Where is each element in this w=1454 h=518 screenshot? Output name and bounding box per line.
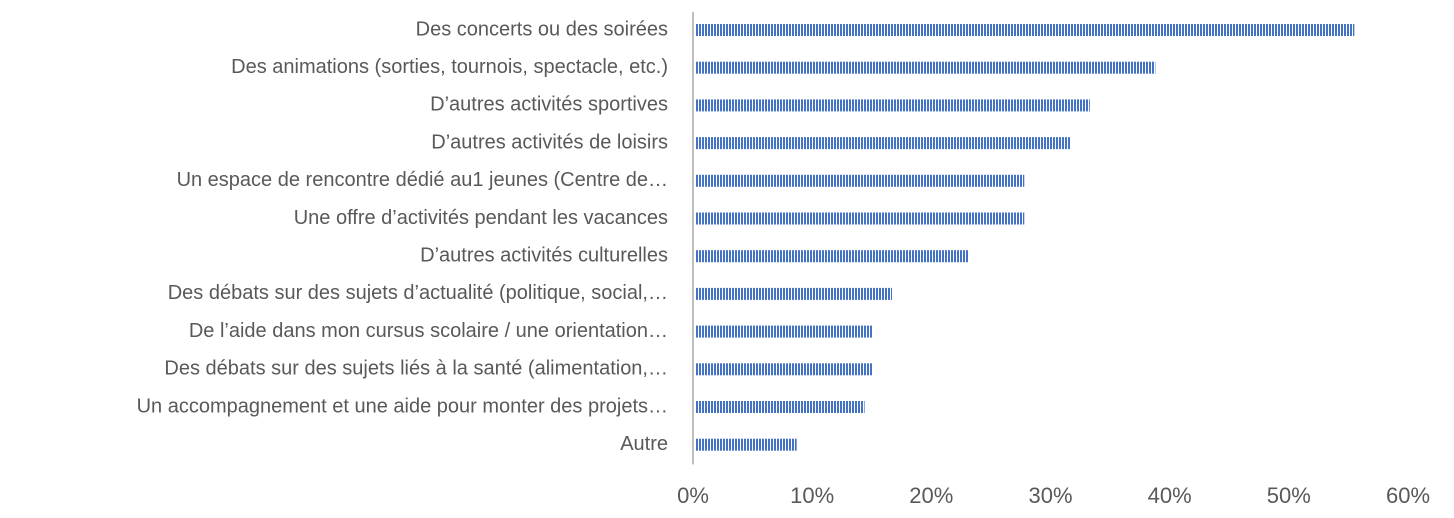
y-tick-label: De l’aide dans mon cursus scolaire / une… (189, 320, 668, 342)
y-tick-label: Des concerts ou des soirées (416, 18, 668, 40)
x-tick-label: 50% (1267, 483, 1311, 508)
bar (696, 212, 1025, 225)
y-tick-label: Des débats sur des sujets liés à la sant… (164, 358, 668, 380)
bar (696, 174, 1025, 187)
y-tick-label: D’autres activités de loisirs (431, 131, 668, 153)
bar (696, 137, 1071, 150)
y-tick-label: D’autres activités culturelles (420, 244, 668, 266)
bar (696, 325, 873, 338)
y-tick-label: D’autres activités sportives (430, 94, 668, 116)
x-tick-label: 60% (1386, 483, 1430, 508)
x-tick-label: 40% (1148, 483, 1192, 508)
y-tick-label: Une offre d’activités pendant les vacanc… (294, 207, 668, 229)
bar (696, 250, 969, 263)
y-tick-label: Des animations (sorties, tournois, spect… (231, 56, 668, 78)
bar (696, 401, 865, 413)
x-tick-label: 0% (677, 483, 709, 508)
y-tick-label: Des débats sur des sujets d’actualité (p… (168, 282, 668, 304)
y-tick-label: Un accompagnement et une aide pour monte… (137, 395, 668, 417)
y-tick-label: Autre (620, 433, 668, 455)
x-tick-label: 20% (909, 483, 953, 508)
x-tick-label: 30% (1028, 483, 1072, 508)
bar (696, 287, 893, 300)
bar (696, 363, 873, 376)
bar (696, 438, 797, 451)
y-tick-label: Un espace de rencontre dédié au1 jeunes … (177, 169, 668, 191)
bar (696, 61, 1156, 74)
bar (696, 24, 1355, 36)
x-tick-label: 10% (790, 483, 834, 508)
bar (696, 99, 1090, 112)
